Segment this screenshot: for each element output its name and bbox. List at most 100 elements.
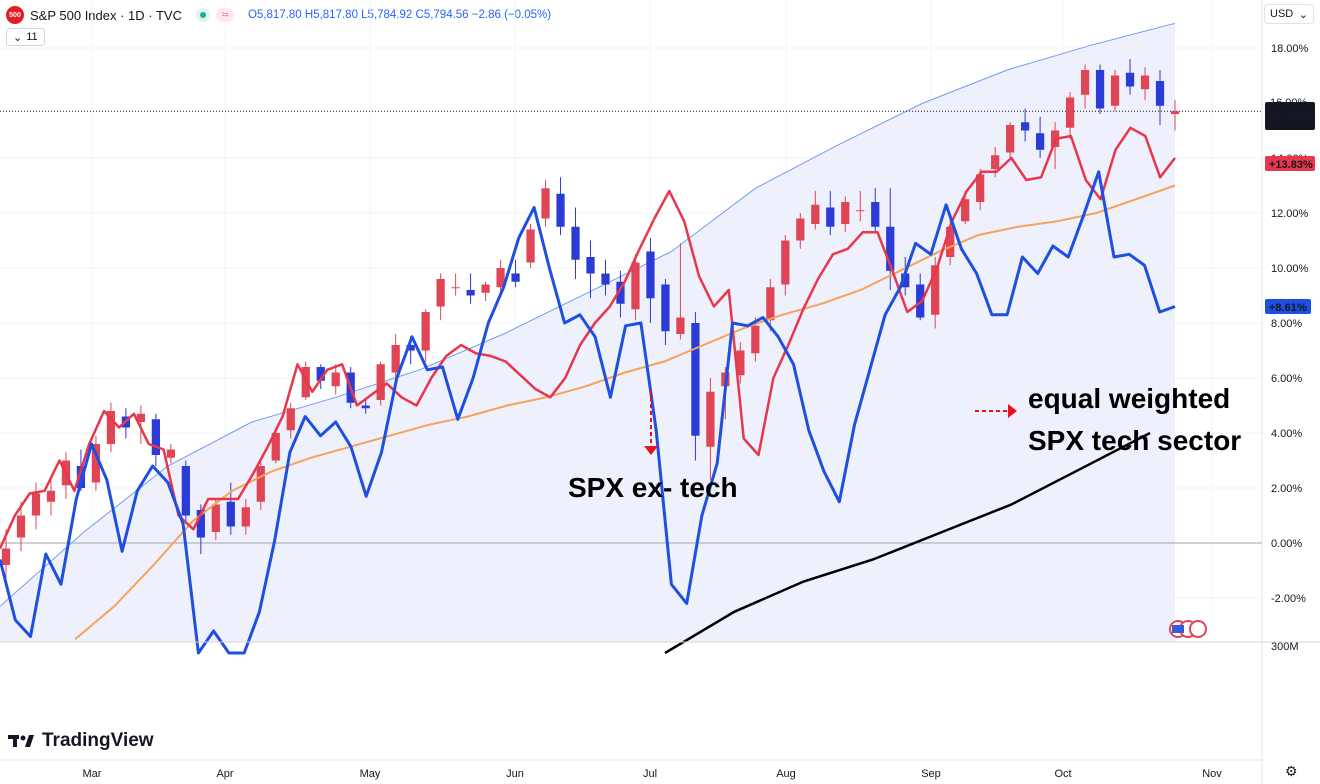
chevron-down-icon: ⌄ xyxy=(1298,8,1308,21)
currency-label: USD xyxy=(1270,8,1294,20)
symbol-title[interactable]: S&P 500 Index · 1D · TVC xyxy=(30,7,182,23)
candle xyxy=(31,482,41,530)
candle xyxy=(841,196,850,233)
market-open-icon[interactable] xyxy=(195,8,210,22)
arrow-right-head xyxy=(1008,404,1017,418)
indicators-toggle-button[interactable]: ⌄ 11 xyxy=(6,28,45,46)
equal-weight-tech-line xyxy=(0,170,1176,655)
chart-header: 500 S&P 500 Index · 1D · TVC ≈ O5,817.80… xyxy=(6,5,551,25)
moving-average-line xyxy=(74,184,1176,641)
candle xyxy=(871,188,880,233)
candle xyxy=(421,309,430,362)
symbol-logo[interactable]: 500 xyxy=(6,6,24,24)
candle xyxy=(256,457,265,510)
annotation-spx-ex-tech: SPX ex- tech xyxy=(568,472,738,503)
candle xyxy=(511,259,520,288)
candle xyxy=(1155,70,1165,125)
y-tick-label: 6.00% xyxy=(1271,373,1302,385)
candle xyxy=(136,405,146,444)
y-tick-label: 12.00% xyxy=(1271,208,1309,220)
partial-volume-label: 300M xyxy=(1271,641,1299,653)
label-spx-ex-tech-value: +13.83% xyxy=(1269,159,1313,171)
candle xyxy=(1140,67,1150,101)
y-tick-label: 8.00% xyxy=(1271,318,1302,330)
y-tick-label: 2.00% xyxy=(1271,483,1302,495)
label-main-value: +15.79% 03:44:14 xyxy=(1265,102,1315,130)
candle xyxy=(796,213,805,249)
candle xyxy=(736,342,745,384)
candle xyxy=(271,427,280,464)
candle xyxy=(1095,64,1105,114)
candle xyxy=(1110,70,1120,112)
candle xyxy=(616,270,625,318)
chevron-down-icon: ⌄ xyxy=(13,31,23,44)
x-tick-label: Aug xyxy=(776,768,796,780)
candle xyxy=(1006,122,1015,158)
candle xyxy=(601,259,610,296)
candle xyxy=(376,361,385,406)
y-tick-label: 18.00% xyxy=(1271,43,1309,55)
candle xyxy=(436,273,445,321)
gear-icon[interactable]: ⚙ xyxy=(1285,763,1298,779)
time-axis[interactable]: Mar Apr May Jun Jul Aug Sep Oct Nov xyxy=(83,768,1223,780)
candle xyxy=(1035,116,1045,158)
flag-events-icon[interactable] xyxy=(1169,620,1207,638)
candle xyxy=(286,402,295,439)
x-tick-label: Jul xyxy=(643,768,657,780)
annotation-equal-weighted-1: equal weighted xyxy=(1028,383,1230,414)
spx-ex-tech-line xyxy=(0,126,1176,550)
candle xyxy=(391,334,400,378)
label-equal-weight-tech: +8.61% xyxy=(1265,299,1311,314)
candle xyxy=(766,279,775,332)
trend-line xyxy=(664,431,1151,655)
channel-upper-line xyxy=(0,22,1176,607)
candle xyxy=(211,499,220,541)
candle xyxy=(1,529,11,585)
candle xyxy=(691,312,700,461)
candle xyxy=(571,207,580,279)
label-main-percent: +15.79% xyxy=(1269,105,1313,117)
x-tick-label: Jun xyxy=(506,768,524,780)
candle xyxy=(166,444,175,464)
candle xyxy=(151,413,160,466)
x-tick-label: May xyxy=(360,768,381,780)
candle xyxy=(91,435,101,491)
candle xyxy=(556,177,565,235)
x-tick-label: Oct xyxy=(1054,768,1071,780)
label-main-countdown: 03:44:14 xyxy=(1269,118,1312,130)
indicator-count: 11 xyxy=(26,31,38,43)
candle xyxy=(1125,59,1135,95)
candle xyxy=(661,279,670,345)
arrow-down-head xyxy=(644,446,658,455)
candle xyxy=(1065,92,1075,139)
label-equal-weight-tech-value: +8.61% xyxy=(1269,302,1307,314)
currency-select[interactable]: USD ⌄ xyxy=(1264,4,1314,24)
tradingview-logo-icon xyxy=(8,735,34,747)
candle xyxy=(451,273,460,296)
candle xyxy=(16,501,26,552)
ohlc-readout: O5,817.80 H5,817.80 L5,784.92 C5,794.56 … xyxy=(247,9,552,21)
candle xyxy=(676,243,685,340)
candle xyxy=(826,191,835,235)
candle xyxy=(631,254,640,321)
candle xyxy=(241,499,250,535)
candle xyxy=(646,237,655,323)
y-tick-label: 10.00% xyxy=(1271,263,1309,275)
candle xyxy=(466,273,475,304)
candle xyxy=(976,169,985,211)
candle xyxy=(886,188,895,290)
candle xyxy=(931,257,940,329)
logo-text: TradingView xyxy=(42,730,154,751)
candle xyxy=(1170,100,1180,131)
candle xyxy=(781,235,790,296)
x-tick-label: Nov xyxy=(1202,768,1222,780)
candle xyxy=(316,364,325,389)
tradingview-logo[interactable]: TradingView xyxy=(8,730,154,752)
candle xyxy=(331,364,340,395)
candle xyxy=(586,240,595,299)
x-tick-label: Apr xyxy=(216,768,233,780)
candle xyxy=(481,281,490,301)
candle xyxy=(1021,108,1030,142)
x-tick-label: Sep xyxy=(921,768,941,780)
